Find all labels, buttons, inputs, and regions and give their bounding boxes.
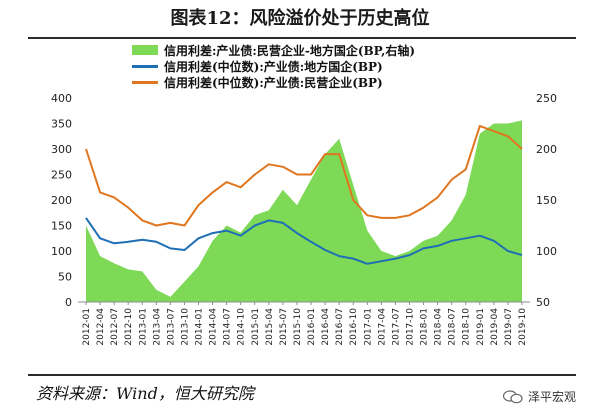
- legend-swatch-area: [132, 45, 158, 55]
- legend-label-orange: 信用利差(中位数):产业债:民营企业(BP): [164, 75, 383, 90]
- x-tick-label: 2019-07: [504, 308, 514, 346]
- series-line-local-soe: [85, 217, 523, 265]
- x-tick-label: 2015-07: [279, 308, 289, 346]
- x-tick-label: 2014-10: [237, 308, 247, 346]
- y-tick-label-right: 200: [536, 143, 557, 156]
- title-divider: [28, 37, 576, 39]
- x-tick-label: 2017-04: [377, 308, 387, 346]
- legend-label-area: 信用利差:产业债:民营企业-地方国企(BP,右轴): [164, 43, 415, 58]
- legend-label-blue: 信用利差(中位数):产业债:地方国企(BP): [164, 59, 383, 74]
- x-tick-label: 2015-04: [265, 308, 275, 346]
- x-tick-label: 2017-10: [405, 308, 415, 346]
- y-tick-label-left: 100: [51, 245, 72, 258]
- wechat-icon: [502, 389, 523, 403]
- y-tick-label-right: 250: [536, 92, 557, 105]
- x-tick-label: 2018-07: [448, 308, 458, 346]
- series-area-private-minus-local-soe: [86, 120, 522, 303]
- x-tick-label: 2017-01: [363, 308, 373, 346]
- y-tick-label-left: 300: [51, 143, 72, 156]
- y-tick-label-left: 0: [65, 296, 72, 309]
- y-tick-label-right: 150: [536, 194, 557, 207]
- x-tick-label: 2019-04: [490, 308, 500, 346]
- y-tick-label-right: 100: [536, 245, 557, 258]
- x-tick-label: 2016-07: [335, 308, 345, 346]
- x-tick-label: 2012-01: [82, 308, 92, 346]
- x-tick-label: 2019-10: [518, 308, 528, 346]
- y-tick-label-left: 400: [51, 92, 72, 105]
- x-tick-label: 2013-07: [166, 308, 176, 346]
- y-tick-label-left: 200: [51, 194, 72, 207]
- legend-swatch-orange: [132, 80, 158, 84]
- series-line-private: [85, 125, 523, 227]
- legend-swatch-blue: [132, 64, 158, 68]
- legend-item-area: 信用利差:产业债:民营企业-地方国企(BP,右轴): [132, 42, 532, 58]
- x-tick-label: 2012-04: [96, 308, 106, 346]
- x-tick-label: 2013-04: [152, 308, 162, 346]
- x-tick-label: 2016-10: [349, 308, 359, 346]
- x-tick-label: 2016-04: [321, 308, 331, 346]
- x-tick-label: 2015-10: [293, 308, 303, 346]
- legend-item-orange: 信用利差(中位数):产业债:民营企业(BP): [132, 74, 532, 90]
- legend-item-blue: 信用利差(中位数):产业债:地方国企(BP): [132, 58, 532, 74]
- x-tick-label: 2014-07: [223, 308, 233, 346]
- y-tick-label-left: 50: [58, 271, 72, 284]
- y-tick-label-left: 150: [51, 220, 72, 233]
- x-tick-label: 2015-01: [251, 308, 261, 346]
- y-tick-label-right: 50: [536, 296, 550, 309]
- x-tick-label: 2016-01: [307, 308, 317, 346]
- x-tick-label: 2013-01: [138, 308, 148, 346]
- x-tick-label: 2018-04: [434, 308, 444, 346]
- x-tick-label: 2012-10: [124, 308, 134, 346]
- source-note: 资料来源：Wind，恒大研究院: [36, 384, 254, 403]
- x-tick-label: 2018-01: [420, 308, 430, 346]
- footer-divider: [28, 374, 576, 376]
- y-tick-label-left: 250: [51, 169, 72, 182]
- x-tick-label: 2018-10: [462, 308, 472, 346]
- brand-badge: 泽平宏观: [502, 388, 576, 405]
- page-title: 图表12：风险溢价处于历史高位: [170, 8, 430, 29]
- y-tick-label-left: 350: [51, 118, 72, 131]
- x-tick-label: 2014-01: [195, 308, 205, 346]
- brand-name: 泽平宏观: [527, 390, 576, 404]
- x-tick-label: 2019-01: [476, 308, 486, 346]
- chart-legend: 信用利差:产业债:民营企业-地方国企(BP,右轴) 信用利差(中位数):产业债:…: [132, 42, 532, 90]
- x-tick-label: 2012-07: [110, 308, 120, 346]
- x-tick-label: 2017-07: [391, 308, 401, 346]
- x-tick-label: 2013-10: [180, 308, 190, 346]
- x-tick-label: 2014-04: [209, 308, 219, 346]
